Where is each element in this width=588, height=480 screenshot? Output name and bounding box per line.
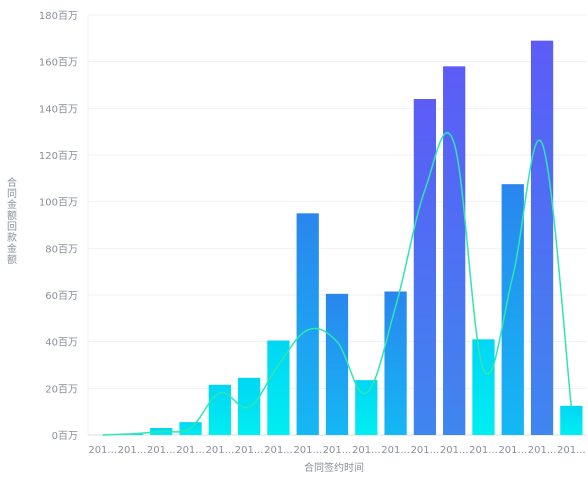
x-tick-label: 201... — [323, 445, 352, 456]
y-axis-label-char: 额 — [7, 253, 17, 266]
bar[interactable] — [384, 291, 407, 436]
y-axis-label-char: 款 — [7, 231, 17, 244]
y-axis-label-char: 额 — [7, 209, 17, 222]
bar[interactable] — [472, 339, 495, 435]
grid-lines — [87, 14, 586, 436]
line-series — [102, 132, 573, 436]
bar[interactable] — [530, 40, 554, 436]
x-tick-label: 201... — [118, 445, 147, 456]
y-tick-label: 160百万 — [39, 57, 78, 69]
bar[interactable] — [267, 340, 290, 436]
x-axis-ticks: 201... 201... 201... 201... 201... 201... 201.… — [88, 445, 585, 456]
x-tick-label: 201... — [176, 445, 205, 456]
x-tick-label: 201... — [440, 445, 469, 456]
y-axis-label-char: 金 — [7, 242, 17, 255]
x-tick-label: 201... — [293, 445, 322, 456]
y-axis-label-char: 同 — [7, 188, 17, 200]
x-tick-label: 201... — [411, 445, 440, 456]
line-series-path — [102, 132, 573, 436]
x-tick-label: 201... — [235, 445, 264, 456]
x-tick-label: 201... — [469, 445, 498, 456]
bar[interactable] — [325, 293, 349, 435]
bar[interactable] — [296, 213, 319, 435]
x-tick-label: 201... — [528, 445, 557, 456]
y-axis-label-char: 金 — [7, 198, 17, 211]
y-tick-label: 0百万 — [52, 430, 78, 442]
y-axis-label-char: 回 — [7, 221, 17, 233]
x-tick-label: 201... — [557, 445, 586, 456]
x-axis-label: 合同签约时间 — [304, 461, 364, 474]
y-tick-label: 140百万 — [39, 103, 78, 115]
y-tick-label: 60百万 — [45, 290, 78, 302]
x-tick-label: 201... — [264, 445, 293, 456]
bar[interactable] — [355, 380, 378, 435]
x-tick-label: 201... — [147, 445, 176, 456]
y-axis-label-char: 合 — [7, 176, 17, 189]
bar[interactable] — [413, 99, 437, 435]
y-tick-label: 120百万 — [39, 150, 78, 162]
y-tick-label: 20百万 — [45, 383, 78, 395]
x-tick-label: 201... — [352, 445, 381, 456]
y-tick-label: 40百万 — [45, 337, 78, 349]
x-tick-label: 201... — [498, 445, 527, 456]
y-tick-label: 180百万 — [39, 10, 78, 22]
x-tick-label: 201... — [88, 445, 117, 456]
x-tick-label: 201... — [381, 445, 410, 456]
bar[interactable] — [560, 405, 583, 435]
y-tick-label: 100百万 — [39, 197, 78, 209]
y-tick-label: 80百万 — [45, 243, 78, 255]
x-tick-label: 201... — [206, 445, 235, 456]
bar[interactable] — [443, 66, 466, 435]
y-axis-ticks: 0百万 20百万 40百万 60百万 80百万 100百万 120百万 140百万 160百万 1… — [39, 10, 78, 442]
